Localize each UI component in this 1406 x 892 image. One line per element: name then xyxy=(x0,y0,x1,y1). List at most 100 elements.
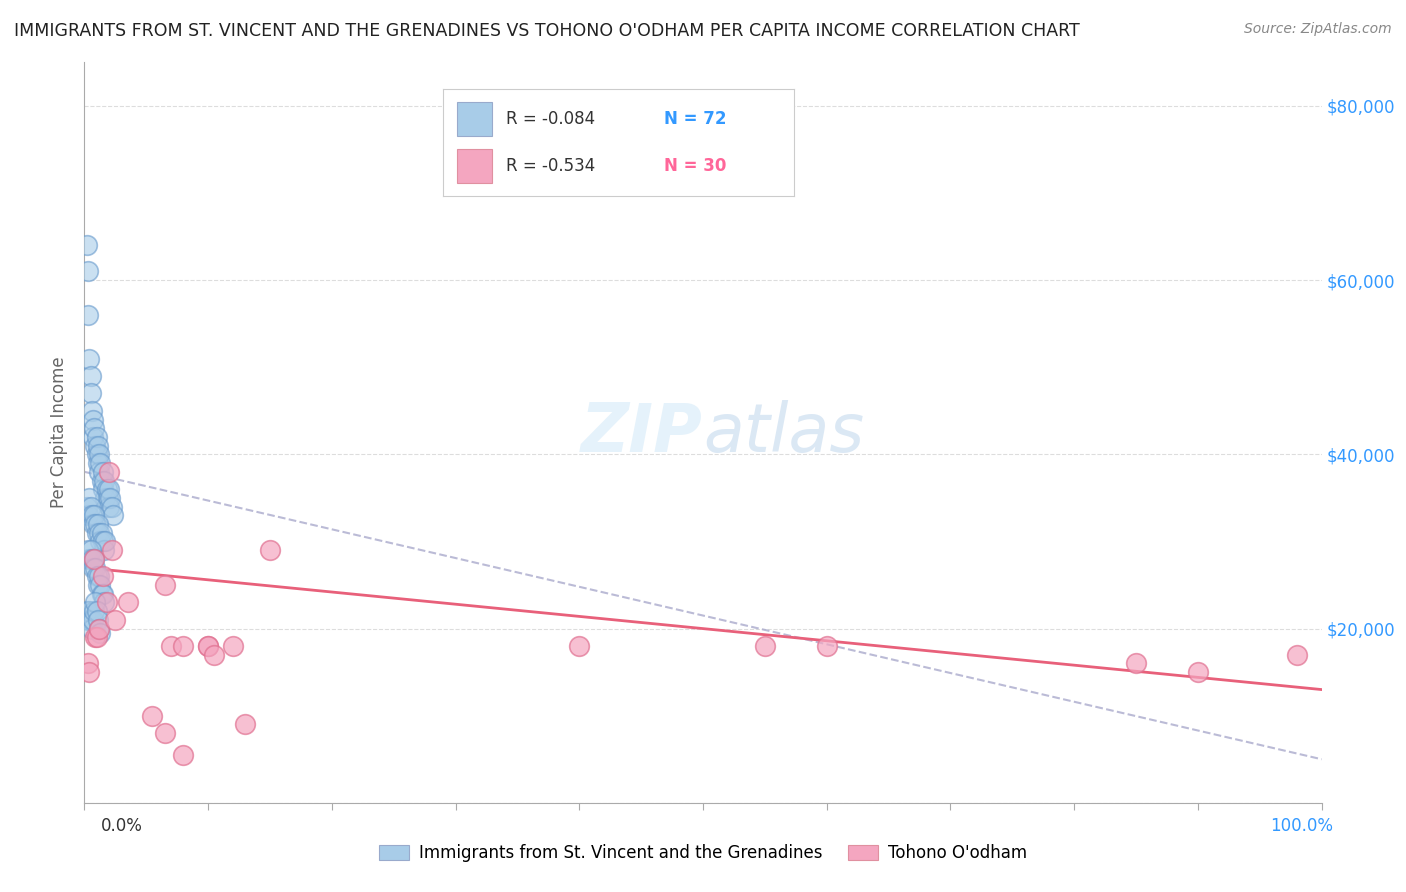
Point xyxy=(83,421,105,435)
Point xyxy=(94,534,117,549)
Text: 0.0%: 0.0% xyxy=(101,817,143,835)
Point xyxy=(84,439,107,453)
Point xyxy=(83,508,105,523)
Point xyxy=(89,456,111,470)
Point xyxy=(197,639,219,653)
Point xyxy=(93,595,115,609)
Point xyxy=(141,708,163,723)
Point xyxy=(172,747,194,762)
Point xyxy=(80,508,103,523)
Legend: Immigrants from St. Vincent and the Grenadines, Tohono O'odham: Immigrants from St. Vincent and the Gren… xyxy=(373,838,1033,869)
Point xyxy=(89,626,111,640)
Point xyxy=(79,369,101,384)
Point xyxy=(568,639,591,653)
Point xyxy=(83,604,105,618)
Point xyxy=(79,604,101,618)
Point xyxy=(98,465,121,479)
Point xyxy=(91,482,114,496)
Point xyxy=(815,639,838,653)
Point xyxy=(82,412,104,426)
Point xyxy=(89,447,111,461)
Point xyxy=(91,534,114,549)
Point xyxy=(197,639,219,653)
Point xyxy=(104,613,127,627)
Point xyxy=(1285,648,1308,662)
Point xyxy=(89,578,111,592)
Point xyxy=(1125,657,1147,671)
Point xyxy=(89,525,111,540)
Point xyxy=(259,543,281,558)
Point xyxy=(117,595,139,609)
Point xyxy=(79,351,101,366)
Point xyxy=(89,622,111,636)
Text: N = 72: N = 72 xyxy=(664,111,727,128)
Point xyxy=(79,491,101,505)
Point xyxy=(754,639,776,653)
Point xyxy=(86,525,108,540)
Point xyxy=(79,613,101,627)
Point xyxy=(93,543,115,558)
Point xyxy=(153,726,176,740)
Point xyxy=(98,491,121,505)
Bar xyxy=(457,102,492,136)
Point xyxy=(89,465,111,479)
Point xyxy=(82,560,104,574)
Point xyxy=(87,578,110,592)
Point xyxy=(77,543,100,558)
Point xyxy=(77,613,100,627)
Point xyxy=(96,482,118,496)
Point xyxy=(77,308,100,322)
Point xyxy=(79,500,101,514)
Text: 100.0%: 100.0% xyxy=(1270,817,1333,835)
Point xyxy=(233,717,256,731)
Point xyxy=(87,439,110,453)
Point xyxy=(76,500,98,514)
Point xyxy=(100,543,122,558)
Point xyxy=(84,595,107,609)
Point xyxy=(98,500,121,514)
Text: R = -0.084: R = -0.084 xyxy=(506,111,595,128)
Point xyxy=(82,613,104,627)
Point xyxy=(79,386,101,401)
Point xyxy=(101,508,124,523)
Point xyxy=(89,534,111,549)
Text: Source: ZipAtlas.com: Source: ZipAtlas.com xyxy=(1244,22,1392,37)
Point xyxy=(80,622,103,636)
Point xyxy=(90,587,112,601)
Point xyxy=(160,639,183,653)
Point xyxy=(83,552,105,566)
Point xyxy=(91,569,114,583)
Point xyxy=(76,238,98,252)
Point xyxy=(93,474,115,488)
Point xyxy=(91,587,114,601)
Point xyxy=(90,525,112,540)
Point xyxy=(87,613,110,627)
Point xyxy=(90,474,112,488)
Point xyxy=(86,630,108,644)
Point xyxy=(94,491,117,505)
Point xyxy=(77,657,100,671)
Text: R = -0.534: R = -0.534 xyxy=(506,157,595,175)
Point xyxy=(96,595,118,609)
Point xyxy=(1187,665,1209,680)
Point xyxy=(79,552,101,566)
Point xyxy=(87,456,110,470)
Point xyxy=(82,430,104,444)
Point xyxy=(98,482,121,496)
Text: N = 30: N = 30 xyxy=(664,157,727,175)
Point xyxy=(86,604,108,618)
Bar xyxy=(457,149,492,184)
Point xyxy=(89,622,111,636)
Point xyxy=(82,517,104,532)
Point xyxy=(84,630,107,644)
Point xyxy=(86,430,108,444)
Point xyxy=(86,447,108,461)
Text: ZIP: ZIP xyxy=(581,400,703,466)
Point xyxy=(80,552,103,566)
Point xyxy=(153,578,176,592)
Point xyxy=(84,517,107,532)
Point xyxy=(79,665,101,680)
Point xyxy=(80,404,103,418)
Point xyxy=(79,543,101,558)
Point xyxy=(76,604,98,618)
